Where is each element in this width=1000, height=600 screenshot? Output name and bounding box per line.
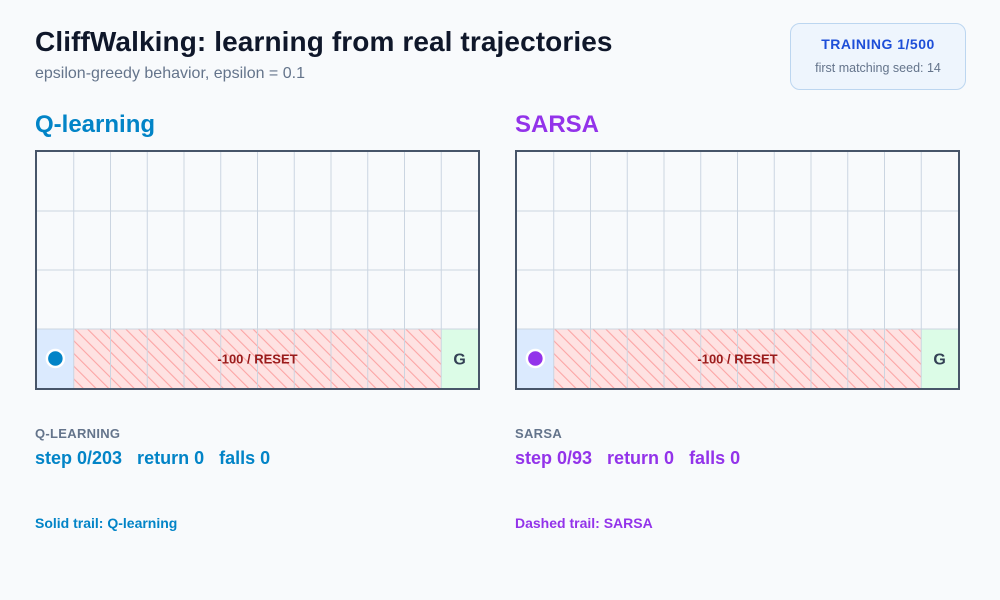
page-title: CliffWalking: learning from real traject… [35, 26, 613, 57]
qlearning-trail-legend: Solid trail: Q-learning [35, 515, 178, 531]
training-status-badge: TRAINING 1/500 first matching seed: 14 [790, 23, 966, 90]
qlearning-stats: step 0/203 return 0 falls 0 [35, 448, 271, 468]
page-subtitle: epsilon-greedy behavior, epsilon = 0.1 [35, 65, 305, 82]
qlearning-heading: Q-learning [35, 111, 156, 138]
sarsa-stats-label: SARSA [515, 426, 563, 441]
qlearning-grid-svg: -100 / RESET G [37, 152, 478, 388]
goal-label: G [933, 352, 945, 369]
goal-cell [921, 329, 958, 388]
goal-cell [441, 329, 478, 388]
sarsa-trail-legend: Dashed trail: SARSA [515, 515, 653, 531]
sarsa-grid-svg: -100 / RESET G [517, 152, 958, 388]
sarsa-heading: SARSA [515, 111, 600, 138]
sarsa-agent-dot [525, 348, 546, 369]
cliff-label: -100 / RESET [697, 352, 777, 367]
qlearning-gridworld: -100 / RESET G [35, 150, 480, 390]
sarsa-gridworld: -100 / RESET G [515, 150, 960, 390]
sarsa-stats: step 0/93 return 0 falls 0 [515, 448, 741, 468]
goal-label: G [453, 352, 465, 369]
qlearning-agent-dot [45, 348, 66, 369]
training-progress: TRAINING 1/500 [821, 36, 935, 52]
cliff-label: -100 / RESET [217, 352, 297, 367]
qlearning-stats-label: Q-LEARNING [35, 426, 121, 441]
matching-seed: first matching seed: 14 [815, 61, 941, 75]
